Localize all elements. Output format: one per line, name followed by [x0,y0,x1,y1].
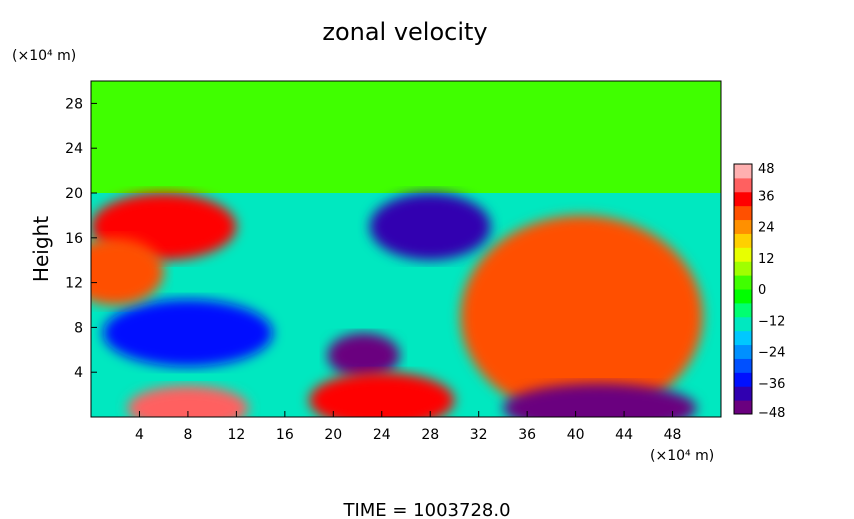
colorbar-tick-label: −12 [758,314,785,329]
colorbar-segment [734,330,752,346]
colorbar-segment [734,233,752,248]
colorbar-tick-label: −48 [758,406,785,421]
field-blob [103,299,273,367]
x-tick-label: 44 [615,427,633,443]
colorbar-segment [734,219,752,234]
colorbar-segment [734,275,752,290]
colorbar-segment [734,205,752,221]
field-blob [369,193,491,261]
y-tick-label: 16 [65,231,83,247]
field-band [91,81,721,193]
colorbar-segment [734,247,752,262]
time-label: TIME = 1003728.0 [342,500,510,519]
colorbar-tick-label: 0 [758,283,766,298]
x-unit-label: (×10⁴ m) [650,448,714,464]
colorbar-segment [734,344,752,359]
x-axis: 4 8 12 16 20 24 28 32 36 40 44 48 [135,411,681,443]
chart-title: zonal velocity [322,18,487,46]
colorbar-segment [734,261,752,276]
x-tick-label: 36 [518,427,536,443]
colorbar-tick-label: −24 [758,346,785,361]
field-blob [327,333,400,378]
x-tick-label: 48 [664,427,682,443]
field-blob [460,215,703,417]
y-tick-label: 4 [74,365,83,381]
y-tick-label: 8 [74,320,83,336]
x-tick-label: 12 [227,427,245,443]
colorbar-segment [734,316,752,332]
y-tick-label: 12 [65,276,83,292]
x-tick-label: 40 [567,427,585,443]
x-tick-label: 32 [470,427,488,443]
colorbar-segment [734,400,752,415]
x-tick-label: 24 [373,427,391,443]
y-tick-label: 24 [65,141,83,157]
colorbar-segment [734,164,752,179]
x-tick-label: 28 [421,427,439,443]
field-blob [127,385,249,417]
colorbar-frame [733,163,753,415]
colorbar-segment [734,289,752,304]
x-tick-label: 4 [135,427,144,443]
colorbar-segment [734,191,752,207]
colorbar-tick-label: 24 [758,221,775,236]
x-tick-label: 8 [183,427,192,443]
colorbar-segment [734,302,752,318]
colorbar-tick-label: 48 [758,162,775,177]
y-tick-label: 20 [65,186,83,202]
colorbar-segment [734,177,752,193]
x-tick-label: 20 [324,427,342,443]
heatmap-field [90,80,722,418]
y-unit-label: (×10⁴ m) [12,48,76,64]
plot-frame [90,80,722,418]
x-tick-label: 16 [276,427,294,443]
y-axis: 4 8 12 16 20 24 28 [65,96,97,381]
field-blob [309,372,455,417]
y-tick-label: 28 [65,96,83,112]
field-blob [502,383,697,417]
colorbar-segment [734,372,752,387]
y-axis-title: Height [29,216,53,282]
colorbar-segment [734,358,752,373]
colorbar-tick-label: 12 [758,252,775,267]
colorbar-segment [734,386,752,401]
colorbar-tick-label: 36 [758,189,775,204]
colorbar: 48 36 24 12 0 −12 −24 −36 −48 [733,162,785,421]
colorbar-tick-label: −36 [758,377,785,392]
field-blob [91,237,164,305]
